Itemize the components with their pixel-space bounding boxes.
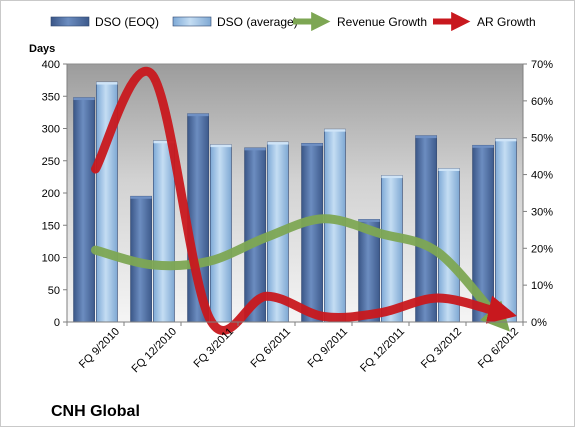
x-tick-label: FQ 12/2010 <box>130 326 180 376</box>
y-left-tick-label: 400 <box>42 59 60 71</box>
x-tick-label: FQ 9/2011 <box>305 326 350 371</box>
x-tick-label: FQ 9/2010 <box>77 326 122 371</box>
x-axis-ticks: FQ 9/2010 FQ 12/2010 FQ 3/2011 FQ 6/2011 FQ … <box>66 322 524 376</box>
bar-top-dso-average <box>324 129 346 132</box>
y-left-tick-label: 150 <box>42 220 60 232</box>
legend-swatch-dso-average <box>172 16 212 27</box>
y-right-tick-label: 30% <box>531 206 553 218</box>
legend-label-revenue-growth: Revenue Growth <box>337 15 427 29</box>
bar-top-dso-eoq <box>415 135 437 139</box>
line-revenue-growth <box>91 214 510 332</box>
bar-dso-average <box>381 175 403 323</box>
bar-dso-average <box>210 144 232 323</box>
bar-top-dso-average <box>381 175 403 179</box>
y-axis-left-title: Days <box>29 43 55 55</box>
bar-top-dso-eoq <box>358 219 380 222</box>
bar-top-dso-eoq <box>244 147 266 151</box>
y-left-tick-label: 350 <box>42 91 60 103</box>
bar-dso-average <box>495 138 517 323</box>
legend: DSO (EOQ) DSO (average) Revenue Growth AR G… <box>50 11 536 32</box>
bar-dso-eoq <box>301 143 323 323</box>
bar-dso-eoq <box>73 97 95 323</box>
y-left-tick-label: 200 <box>42 188 60 200</box>
y-left-tick-label: 100 <box>42 253 60 265</box>
lines <box>91 66 517 335</box>
y-left-tick-label: 300 <box>42 124 60 136</box>
bar-top-dso-eoq <box>472 145 494 148</box>
x-tick-label: FQ 3/2012 <box>419 326 464 371</box>
bar-top-dso-average <box>96 82 118 85</box>
x-tick-label: FQ 12/2011 <box>358 326 407 375</box>
x-tick-label: FQ 6/2011 <box>248 326 293 371</box>
y-left-tick-label: 0 <box>54 317 60 329</box>
y-left-tick-label: 50 <box>48 285 60 297</box>
y-right-tick-label: 20% <box>531 243 553 255</box>
legend-swatch-dso-eoq <box>50 16 90 27</box>
y-left-tick-label: 250 <box>42 156 60 168</box>
y-right-tick-label: 70% <box>531 59 553 71</box>
bar-top-dso-eoq <box>301 143 323 146</box>
bar-top-dso-average <box>495 138 517 142</box>
y-right-tick-label: 0% <box>531 317 547 329</box>
x-tick-label: FQ 6/2012 <box>476 326 521 371</box>
bar-top-dso-eoq <box>73 97 95 101</box>
bar-top-dso-eoq <box>130 196 152 199</box>
line-ar-growth <box>91 66 517 335</box>
legend-label-dso-average: DSO (average) <box>217 15 298 29</box>
bar-top-dso-average <box>210 144 232 148</box>
y-right-tick-label: 60% <box>531 96 553 108</box>
y-right-tick-label: 40% <box>531 170 553 182</box>
bar-dso-average <box>153 140 175 323</box>
bar-top-dso-average <box>267 142 289 145</box>
x-tick-label: FQ 3/2011 <box>191 326 236 371</box>
bar-top-dso-average <box>438 168 460 171</box>
bar-top-dso-average <box>153 140 175 144</box>
y-axis-left-ticks: 0 50 100 150 200 250 300 350 400 <box>42 59 67 329</box>
company-label: CNH Global <box>51 403 140 420</box>
bars <box>73 81 517 323</box>
legend-label-ar-growth: AR Growth <box>477 15 536 29</box>
y-axis-right-ticks: 0% 10% 20% 30% 40% 50% 60% 70% <box>523 59 553 329</box>
bar-top-dso-eoq <box>187 113 209 117</box>
y-right-tick-label: 10% <box>531 280 553 292</box>
legend-label-dso-eoq: DSO (EOQ) <box>95 15 159 29</box>
y-right-tick-label: 50% <box>531 133 553 145</box>
